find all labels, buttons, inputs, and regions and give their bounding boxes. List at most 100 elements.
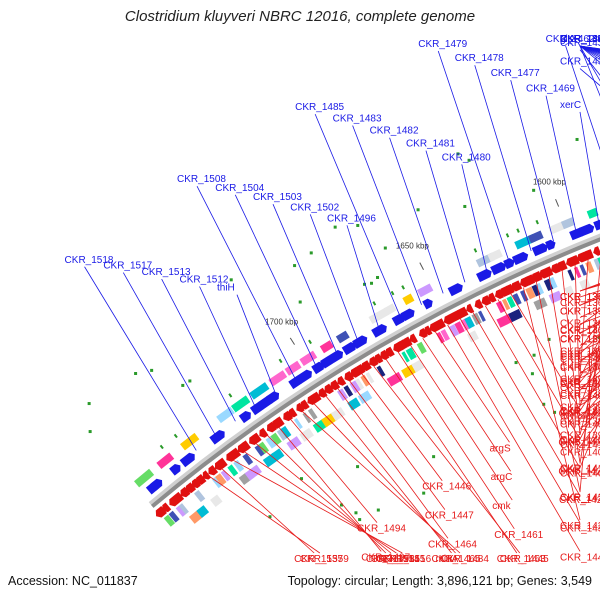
leader-line <box>410 344 513 501</box>
feature-5-7 <box>228 393 233 398</box>
forward-gene-label: CKR_1479 <box>418 39 467 50</box>
forward-gene-label: CKR_1370 <box>560 34 600 45</box>
reverse-gene-label: CKR_1410 <box>560 465 600 476</box>
feature-1-62 <box>512 293 522 306</box>
reverse-gene-label: CKR_1380 <box>560 416 600 427</box>
reverse-gene-label: CKR_1498 <box>366 554 415 565</box>
marker-dot <box>532 353 536 357</box>
marker-dot <box>363 282 367 286</box>
feature-1-33 <box>343 385 354 397</box>
reverse-gene-label: CKR_1358 <box>560 292 600 303</box>
leader-line <box>337 388 449 539</box>
feature-2-6 <box>244 464 262 481</box>
feature-2-19 <box>411 359 425 373</box>
marker-dot <box>514 361 518 365</box>
reverse-gene-label: CKR_1425 <box>559 408 600 419</box>
marker-dot <box>376 508 380 512</box>
marker-dot <box>467 158 471 162</box>
reverse-gene-label: CKR_1397 <box>560 374 600 385</box>
forward-gene-label: CKR_1480 <box>442 152 491 163</box>
position-tick-label: 1600 kbp <box>533 177 566 186</box>
feature-3-21 <box>352 335 368 350</box>
feature-3-38 <box>531 243 548 257</box>
feature-0-58 <box>504 283 515 295</box>
marker-dot <box>340 503 344 507</box>
feature-0-17 <box>252 432 262 443</box>
feature-0-45 <box>423 325 433 336</box>
leader-line <box>579 259 589 377</box>
feature-3-33 <box>476 268 492 283</box>
reverse-gene-label: CKR_1559 <box>300 554 349 565</box>
leader-line <box>474 65 532 252</box>
reverse-gene-label: CKR_1416 <box>560 350 600 361</box>
feature-0-21 <box>275 416 285 427</box>
marker-dot <box>383 246 387 250</box>
feature-3-36 <box>511 251 529 266</box>
feature-4-14 <box>368 307 390 325</box>
marker-dot <box>463 204 467 208</box>
feature-3-1 <box>149 478 163 492</box>
leader-line <box>497 299 579 437</box>
leader-line <box>314 113 401 317</box>
forward-gene-label: CKR_1483 <box>333 114 382 125</box>
feature-0-42 <box>403 336 413 347</box>
feature-3-16 <box>296 369 312 384</box>
marker-dot <box>597 336 600 340</box>
leader-line <box>255 443 392 554</box>
forward-gene-label: CKR_1513 <box>142 267 191 278</box>
feature-0-52 <box>466 303 475 314</box>
reverse-gene-label: CKR_1387 <box>560 319 600 330</box>
feature-0-37 <box>374 353 384 364</box>
leader-line <box>272 204 338 354</box>
reverse-gene-label: CKR_1403 <box>560 436 600 447</box>
reverse-gene-label: CKR_1371 <box>560 406 600 417</box>
reverse-gene-label: CKR_1464 <box>428 539 477 550</box>
feature-4-16 <box>402 293 415 306</box>
feature-1-72 <box>573 266 582 279</box>
feature-1-66 <box>535 282 545 295</box>
feature-0-32 <box>344 370 355 382</box>
feature-0-36 <box>369 356 379 367</box>
feature-1-50 <box>440 329 450 342</box>
leader-line <box>574 264 581 406</box>
reverse-gene-label: CKR_1379 <box>560 334 600 345</box>
forward-gene-label: CKR_1356 <box>560 34 600 45</box>
feature-2-10 <box>299 427 315 442</box>
marker-dot <box>376 275 380 279</box>
leader-line <box>579 45 600 97</box>
leader-line <box>236 294 276 394</box>
feature-4-17 <box>416 283 434 298</box>
reverse-gene-label: CKR_1392 <box>560 346 600 357</box>
forward-gene-label: CKR_1450 <box>560 34 600 45</box>
leader-line <box>510 293 580 408</box>
forward-gene-label: CKR_1391 <box>560 34 600 45</box>
feature-1-37 <box>365 372 375 384</box>
leader-line <box>349 380 446 510</box>
reverse-gene-label: CKR_1446 <box>422 482 471 493</box>
forward-gene-label: CKR_1431 <box>560 57 600 68</box>
reverse-gene-label: CKR_1429 <box>559 495 600 506</box>
marker-dot <box>309 251 313 255</box>
forward-gene-label: CKR_1422 <box>560 34 600 45</box>
feature-0-68 <box>571 254 580 265</box>
feature-0-59 <box>510 280 523 292</box>
feature-3-4 <box>179 452 195 468</box>
leader-line <box>301 411 461 554</box>
marker-dot <box>333 225 337 229</box>
leader-line <box>579 418 600 468</box>
feature-0-31 <box>337 375 347 386</box>
reverse-gene-label: CKR_1447 <box>425 511 474 522</box>
reverse-gene-label: CKR_1408 <box>560 379 600 390</box>
reverse-gene-label: CKR_1393 <box>560 430 600 441</box>
feature-0-30 <box>330 379 341 391</box>
feature-4-23 <box>527 230 544 244</box>
forward-gene-label: xerC <box>560 100 581 111</box>
feature-1-76 <box>597 257 600 265</box>
leader-line <box>199 286 256 408</box>
leader-line <box>309 214 359 341</box>
reverse-gene-label: CKR_1409 <box>560 383 600 394</box>
feature-0-22 <box>283 410 294 422</box>
accession-label: Accession: NC_011837 <box>8 574 138 588</box>
leader-line <box>234 194 317 367</box>
feature-3-26 <box>400 308 415 322</box>
